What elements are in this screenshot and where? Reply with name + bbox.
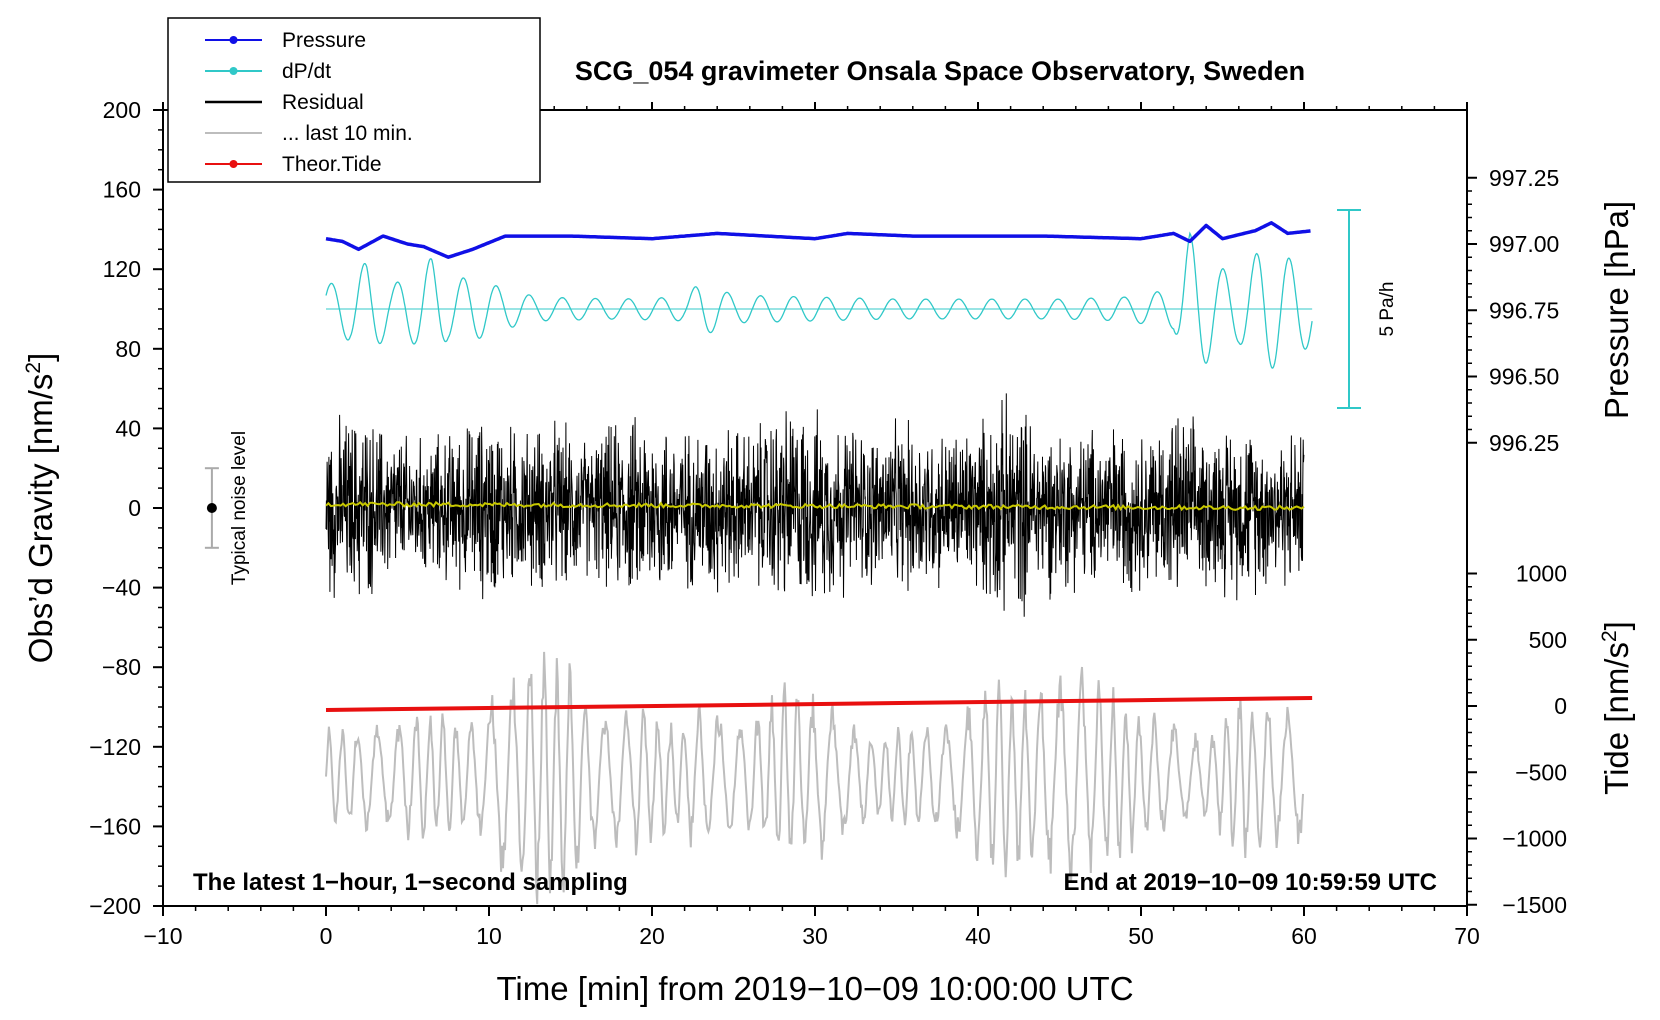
tide-axis-title-sup: 2 (1598, 630, 1621, 642)
x-axis-title: Time [min] from 2019−10−09 10:00:00 UTC (496, 970, 1133, 1007)
noise-level-label: Typical noise level (229, 431, 250, 585)
legend-items: Pressure dP/dt Residual ... last 10 min. The… (205, 29, 413, 176)
tide-axis-title: Tide [nm/s2] (1598, 621, 1635, 795)
legend-marker (229, 160, 238, 168)
residual-series (325, 393, 1305, 617)
trend-series (325, 500, 1305, 512)
dpdt-series (325, 231, 1313, 369)
pressure-tick-label: 997.00 (1489, 231, 1559, 257)
pressure-tick-label: 996.50 (1489, 364, 1559, 390)
theoretical-tide-series (325, 696, 1313, 712)
pressure-series (325, 221, 1311, 259)
x-tick-label: 0 (320, 923, 333, 949)
pressure-tick-label: 996.25 (1489, 430, 1559, 456)
tide-tick-label: −1000 (1502, 826, 1567, 852)
last-10-min-series (325, 651, 1304, 905)
end-time-note: End at 2019−10−09 10:59:59 UTC (1063, 869, 1437, 896)
sampling-note: The latest 1−hour, 1−second sampling (193, 869, 628, 896)
y-left-tick-label: −200 (89, 893, 141, 919)
chart-title: SCG_054 gravimeter Onsala Space Observat… (575, 56, 1305, 86)
noise-level-indicator: Typical noise level (204, 431, 250, 585)
rate-scale-label: 5 Pa/h (1377, 282, 1398, 337)
x-tick-label: 20 (639, 923, 665, 949)
x-tick-label: −10 (143, 923, 182, 949)
y-left-tick-label: −120 (89, 734, 141, 760)
y-left-tick-label: −160 (89, 813, 141, 839)
pressure-axis-title: Pressure [hPa] (1598, 201, 1635, 419)
legend-label: dP/dt (282, 60, 331, 83)
legend-label: Residual (282, 91, 364, 114)
y-left-axis-title-main: Obs’d Gravity [nm/s (22, 374, 59, 664)
tide-axis-title-close: ] (1598, 621, 1635, 630)
pressure-axis-ticks: 997.25 997.00 996.75 996.50 996.25 (1467, 165, 1559, 456)
tide-tick-label: 0 (1554, 693, 1567, 719)
series-layer (325, 221, 1313, 905)
y-left-tick-label: 0 (128, 495, 141, 521)
y-left-tick-label: 40 (115, 415, 141, 441)
x-axis-ticks: −10 0 10 20 30 40 50 60 70 (143, 102, 1480, 949)
noise-level-dot (206, 503, 217, 513)
rate-scale-indicator: 5 Pa/h (1337, 209, 1398, 409)
y-left-axis-title-close: ] (22, 353, 59, 362)
y-left-tick-label: 80 (115, 336, 141, 362)
x-tick-label: 30 (802, 923, 828, 949)
y-left-axis-title: Obs’d Gravity [nm/s2] (22, 353, 59, 664)
tide-axis-ticks: 1000 500 0 −500 −1000 −1500 (1467, 561, 1567, 918)
tide-tick-label: 1000 (1516, 561, 1567, 587)
legend-label: Theor.Tide (282, 153, 382, 176)
x-tick-label: 40 (965, 923, 991, 949)
tide-tick-label: −1500 (1502, 892, 1567, 918)
x-tick-label: 10 (476, 923, 502, 949)
y-left-tick-label: 120 (103, 256, 141, 282)
legend-marker (229, 36, 238, 44)
legend-label: Pressure (282, 29, 366, 52)
y-left-axis-ticks: 200 160 120 80 40 0 −40 −80 −120 −160 −200 (89, 97, 163, 919)
y-left-tick-label: 200 (103, 97, 141, 123)
y-left-tick-label: −80 (102, 654, 141, 680)
legend: Pressure dP/dt Residual ... last 10 min. The… (167, 17, 541, 183)
y-left-tick-label: 160 (103, 177, 141, 203)
pressure-tick-label: 996.75 (1489, 297, 1559, 323)
legend-box (167, 17, 541, 183)
x-tick-label: 70 (1454, 923, 1480, 949)
x-tick-label: 50 (1128, 923, 1154, 949)
tide-tick-label: −500 (1515, 759, 1567, 785)
y-left-tick-label: −40 (102, 575, 141, 601)
x-tick-label: 60 (1291, 923, 1317, 949)
y-left-axis-title-sup: 2 (22, 362, 45, 374)
tide-axis-title-main: Tide [nm/s (1598, 642, 1635, 795)
tide-tick-label: 500 (1529, 627, 1567, 653)
legend-label: ... last 10 min. (282, 122, 413, 145)
pressure-tick-label: 997.25 (1489, 165, 1559, 191)
legend-marker (229, 67, 238, 75)
